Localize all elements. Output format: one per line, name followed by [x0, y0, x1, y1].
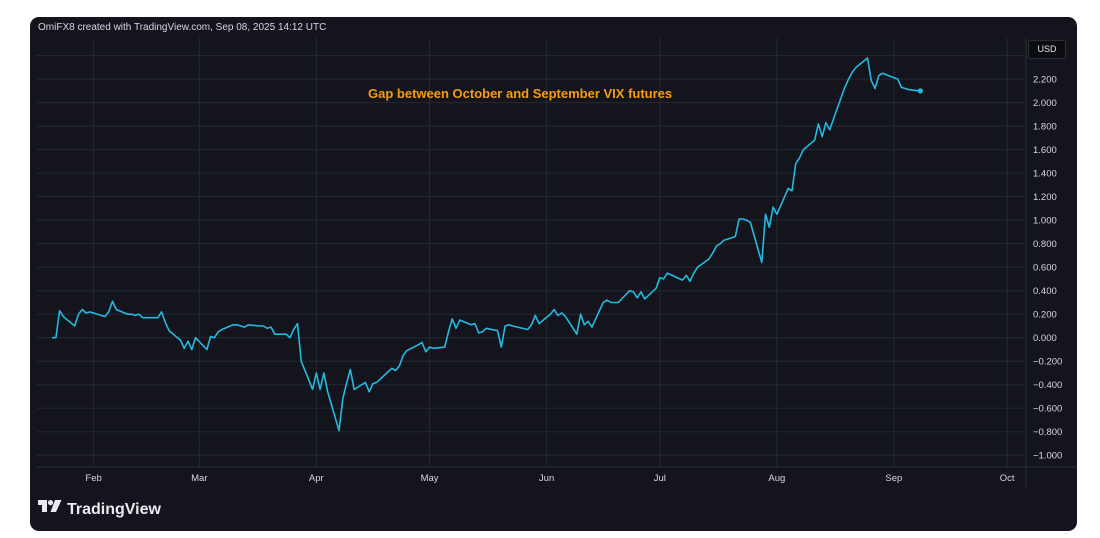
y-tick-label: 1.600 [1033, 145, 1057, 156]
plot-area [37, 38, 1026, 467]
y-tick-label: 1.400 [1033, 169, 1057, 180]
last-value-marker[interactable] [917, 88, 923, 94]
y-tick-label: 0.400 [1033, 286, 1057, 297]
y-tick-label: 0.000 [1033, 333, 1057, 344]
x-tick-label: May [421, 473, 439, 484]
x-tick-label: Sep [885, 473, 902, 484]
y-tick-label: 0.800 [1033, 239, 1057, 250]
brand-name: TradingView [67, 500, 161, 518]
x-tick-label: Aug [768, 473, 785, 484]
y-tick-label: 0.600 [1033, 263, 1057, 274]
x-tick-label: Feb [85, 473, 101, 484]
y-tick-label: 2.200 [1033, 75, 1057, 86]
y-tick-label: 1.000 [1033, 216, 1057, 227]
chart-annotation: Gap between October and September VIX fu… [368, 86, 672, 101]
x-tick-label: Jul [654, 473, 666, 484]
y-tick-label: 1.200 [1033, 192, 1057, 203]
y-tick-label: −0.600 [1033, 404, 1062, 415]
y-tick-label: 2.000 [1033, 98, 1057, 109]
y-tick-label: −0.400 [1033, 380, 1062, 391]
tradingview-logo-icon [38, 500, 62, 519]
y-tick-label: −0.200 [1033, 357, 1062, 368]
y-tick-label: −0.800 [1033, 427, 1062, 438]
x-tick-label: Oct [1000, 473, 1015, 484]
currency-badge[interactable]: USD [1028, 40, 1066, 59]
y-tick-label: −1.000 [1033, 451, 1062, 462]
y-tick-label: 1.800 [1033, 122, 1057, 133]
x-axis-ticks: Feb Mar Apr May Jun Jul Aug Sep Oct [85, 473, 1014, 484]
grid-lines [37, 38, 1077, 487]
tradingview-logo[interactable]: TradingView [38, 500, 161, 519]
x-tick-label: Jun [539, 473, 554, 484]
y-axis-ticks: 2.4002.2002.0001.8001.6001.4001.2001.000… [1033, 51, 1062, 462]
chart-frame: OmiFX8 created with TradingView.com, Sep… [30, 17, 1077, 531]
y-tick-label: 0.200 [1033, 310, 1057, 321]
x-tick-label: Apr [309, 473, 324, 484]
series-line[interactable] [52, 57, 921, 432]
line-chart[interactable]: 2.4002.2002.0001.8001.6001.4001.2001.000… [30, 17, 1077, 531]
attribution-header: OmiFX8 created with TradingView.com, Sep… [38, 22, 327, 33]
x-tick-label: Mar [191, 473, 207, 484]
